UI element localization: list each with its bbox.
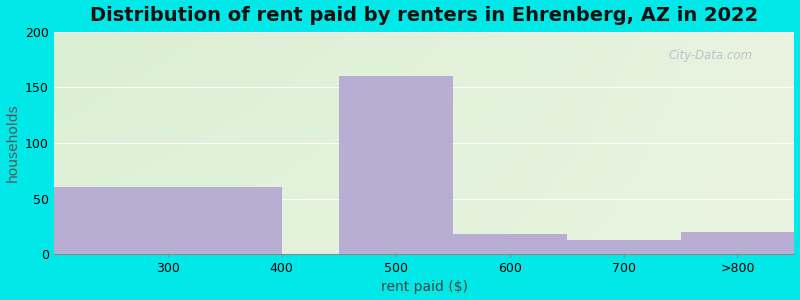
Bar <box>453 234 566 254</box>
Title: Distribution of rent paid by renters in Ehrenberg, AZ in 2022: Distribution of rent paid by renters in … <box>90 6 758 25</box>
Text: City-Data.com: City-Data.com <box>669 50 753 62</box>
Bar <box>681 232 794 254</box>
Bar <box>338 76 453 254</box>
Bar <box>566 240 681 254</box>
X-axis label: rent paid ($): rent paid ($) <box>381 280 468 294</box>
Bar <box>54 188 282 254</box>
Y-axis label: households: households <box>6 103 19 182</box>
